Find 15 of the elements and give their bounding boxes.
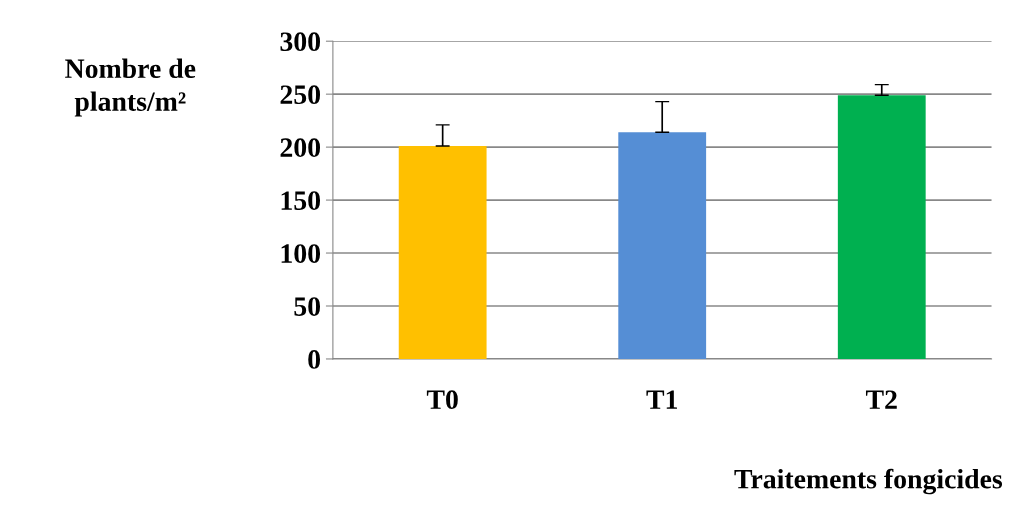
bar (618, 132, 707, 359)
y-tick-label: 50 (294, 297, 321, 316)
x-tick-label: T2 (865, 390, 897, 409)
y-tick-label: 150 (281, 191, 321, 210)
y-tick-label: 0 (308, 350, 321, 369)
x-tick-label: T1 (646, 390, 677, 409)
bar (398, 146, 487, 359)
x-tick-label: T0 (426, 390, 458, 410)
y-tick-label: 250 (280, 85, 321, 105)
bar (837, 95, 926, 359)
y-tick-label: 200 (280, 138, 321, 158)
y-tick-label: 100 (281, 244, 321, 263)
y-axis-title: Nombre de plants/m² (65, 58, 196, 117)
y-tick-label: 300 (280, 32, 321, 52)
x-axis-title: Traitements fongicides (734, 468, 1003, 495)
